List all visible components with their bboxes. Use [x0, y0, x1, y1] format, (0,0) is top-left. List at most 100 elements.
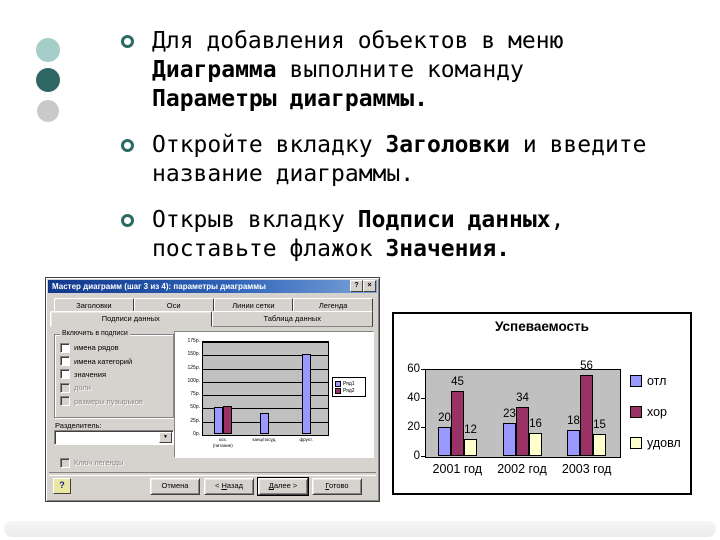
legend-swatch — [335, 380, 341, 387]
legend-entry: отл — [630, 374, 681, 388]
dialog-button-3[interactable]: Далее > — [257, 477, 309, 496]
legend-swatch — [630, 375, 642, 387]
bullet-text: Для добавления объектов в меню Диаграмма… — [152, 28, 564, 112]
chart-wizard-dialog: Мастер диаграмм (шаг 3 из 4): параметры … — [45, 277, 380, 502]
tick-mark — [421, 427, 425, 428]
group-title: Включить в подписи — [60, 330, 130, 337]
dialog-button-4[interactable]: Готово — [312, 478, 362, 495]
bullet-item: Открыв вкладку Подписи данных, поставьте… — [121, 206, 681, 264]
preview-legend: Ряд1 Ряд2 — [332, 377, 366, 397]
gridline — [203, 355, 328, 357]
checkbox-list: имена рядов имена категорий значения доли ра… — [55, 335, 173, 408]
checkbox-icon — [60, 342, 70, 353]
checkbox-row-2[interactable]: имена категорий — [55, 354, 173, 367]
divider — [49, 472, 376, 476]
x-category-label: канц/посуд. — [252, 437, 277, 442]
y-tick-label: 0р. — [193, 431, 200, 437]
checkbox-label: размеры пузырьков — [74, 396, 143, 406]
footer-decor-band — [4, 521, 716, 537]
chart-preview-panel: 0р. 25р. 50р. 75р. 100р. 125р. 150р. 175р. хоз. … — [174, 331, 374, 458]
checkbox-label: имена категорий — [74, 356, 133, 366]
y-tick-label: 25р. — [190, 417, 200, 424]
y-tick-label: 40 — [407, 392, 420, 404]
bullet-item: Откройте вкладку Заголовки и введите наз… — [121, 131, 681, 189]
chart-bar — [580, 375, 593, 456]
chart-bar — [593, 434, 606, 456]
legend-key-checkbox[interactable]: Ключ легенды — [55, 456, 123, 469]
checkbox-row-1[interactable]: имена рядов — [55, 341, 173, 354]
chart-bar — [503, 423, 516, 456]
chart-bar — [529, 433, 542, 456]
gridline — [203, 381, 328, 383]
performance-chart: Успеваемость 0 20 40 60 20 45 12 2001 год 23 34 16… — [392, 312, 692, 495]
tick-mark — [421, 369, 425, 370]
checkbox-row-3[interactable]: значения — [55, 368, 173, 381]
legend-swatch — [335, 387, 341, 394]
preview-bar — [214, 407, 223, 434]
wizard-tab-row2-1[interactable]: Подписи данных — [50, 311, 212, 327]
legend-entry: Ряд1 — [334, 380, 364, 387]
bullet-icon — [121, 214, 134, 227]
bullet-item: Для добавления объектов в меню Диаграмма… — [121, 27, 681, 114]
y-tick-label: 150р. — [187, 351, 200, 358]
chart-bar — [516, 407, 529, 456]
decor-circle-3 — [37, 100, 59, 122]
legend-entry: Ряд2 — [334, 387, 364, 394]
data-label: 45 — [451, 376, 464, 388]
legend-label: Ряд2 — [343, 387, 355, 394]
checkbox-icon — [60, 369, 70, 380]
checkbox-row-4[interactable]: доли — [55, 381, 173, 394]
help-button[interactable]: ? — [53, 478, 71, 494]
dialog-titlebar[interactable]: Мастер диаграмм (шаг 3 из 4): параметры … — [48, 280, 377, 293]
y-tick-label: 175р. — [187, 338, 200, 344]
y-tick-label: 125р. — [187, 364, 200, 371]
data-label: 56 — [580, 360, 593, 372]
data-label: 12 — [464, 424, 477, 436]
legend-label: Ряд1 — [343, 380, 355, 387]
checkbox-icon — [60, 457, 70, 468]
legend-label: отл — [647, 374, 667, 388]
chart-bar — [451, 391, 464, 456]
dialog-button-2[interactable]: < Назад — [204, 478, 254, 495]
gridline — [203, 395, 328, 397]
x-category-label: 2001 год — [432, 462, 483, 476]
data-label: 23 — [503, 408, 516, 420]
checkbox-label: значения — [74, 369, 107, 379]
close-icon[interactable]: × — [363, 280, 376, 292]
chart-bar — [438, 427, 451, 456]
chart-title: Успеваемость — [495, 319, 589, 334]
gridline — [203, 342, 328, 343]
x-category-label: фрукт. — [299, 437, 313, 442]
legend-label: хор — [647, 405, 668, 419]
wizard-tab-row2-2[interactable]: Таблица данных — [211, 311, 373, 327]
data-label: 16 — [529, 418, 542, 430]
bullet-list: Для добавления объектов в меню Диаграмма… — [121, 27, 681, 281]
data-label: 20 — [438, 412, 451, 424]
help-icon[interactable]: ? — [350, 280, 363, 292]
checkbox-icon — [60, 382, 70, 393]
legend-entry: хор — [630, 405, 681, 419]
data-label: 15 — [593, 419, 606, 431]
chart-legend: отл хор удовл — [630, 374, 681, 467]
bullet-icon — [121, 139, 134, 152]
preview-bar — [302, 354, 311, 434]
separator-combobox[interactable]: ▼ — [54, 430, 174, 445]
include-in-labels-group: Включить в подписи имена рядов имена кате… — [54, 330, 174, 418]
decor-circle-2 — [36, 68, 60, 92]
gridline — [203, 368, 328, 370]
x-category-label: 2003 год — [561, 462, 612, 476]
dialog-button-1[interactable]: Отмена — [150, 478, 200, 495]
tick-mark — [421, 456, 425, 457]
y-tick-label: 20 — [407, 421, 420, 433]
preview-bar — [260, 413, 269, 434]
y-tick-label: 50р. — [190, 404, 200, 411]
y-tick-label: 100р. — [187, 377, 200, 384]
bullet-text: Откройте вкладку Заголовки и введите наз… — [152, 132, 647, 187]
checkbox-row-5[interactable]: размеры пузырьков — [55, 395, 173, 408]
decor-circle-1 — [36, 38, 60, 62]
x-category-label: хоз. (питание) — [212, 437, 233, 448]
chevron-down-icon[interactable]: ▼ — [159, 432, 172, 443]
checkbox-label: имена рядов — [74, 343, 119, 353]
bullet-icon — [121, 35, 134, 48]
